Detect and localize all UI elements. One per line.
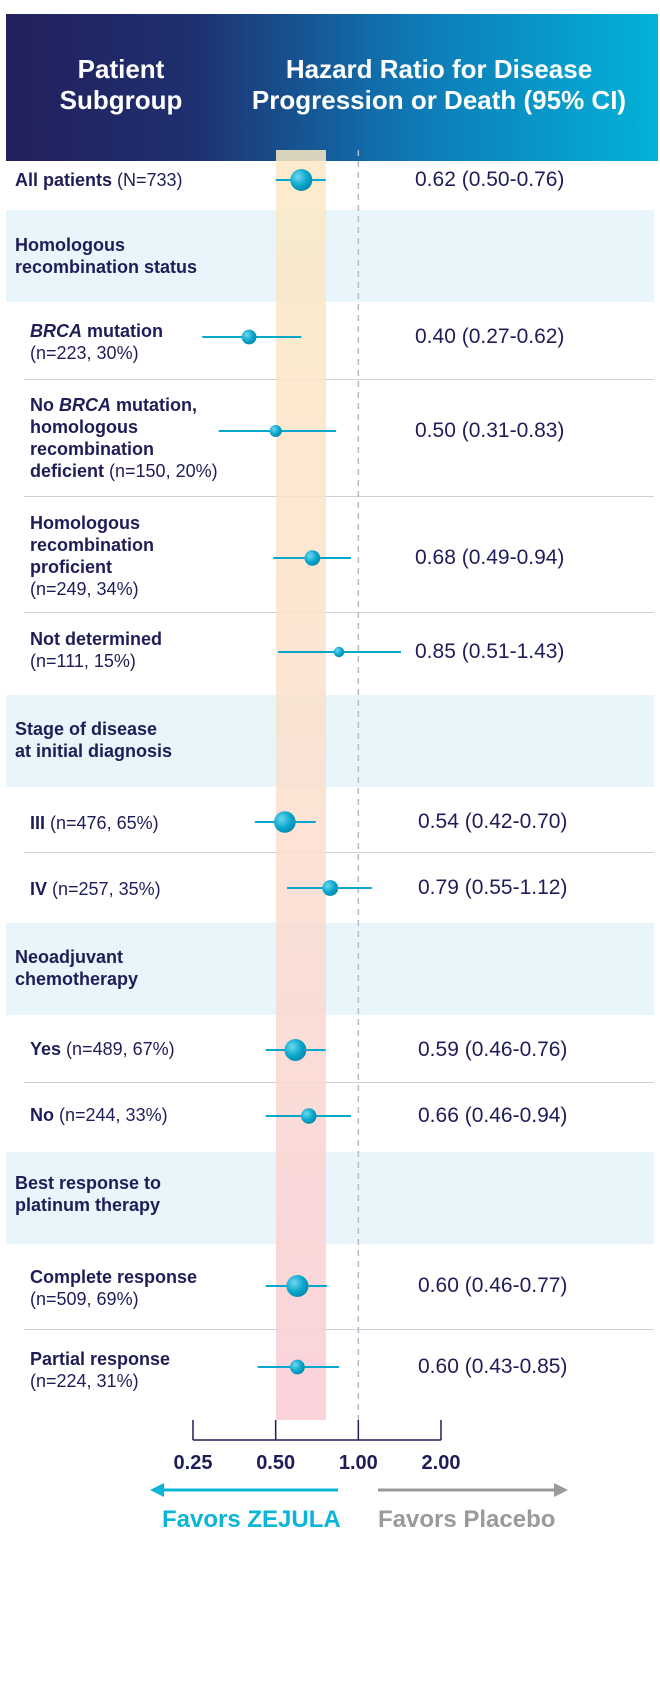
- table-header: Patient Subgroup Hazard Ratio for Diseas…: [6, 14, 658, 161]
- hazard-ratio-point: [290, 169, 313, 191]
- hazard-ratio-point: [274, 811, 296, 833]
- subgroup-name: All patients: [15, 170, 113, 190]
- subgroup-count: (n=111, 15%): [30, 651, 136, 671]
- hazard-ratio-point: [284, 1039, 307, 1061]
- group-label: Best response to platinum therapy: [15, 1173, 162, 1215]
- group-band: [6, 695, 654, 787]
- subgroup-label: No (n=244, 33%): [30, 1104, 250, 1126]
- favors-placebo-label: Favors Placebo: [378, 1506, 556, 1533]
- hazard-ratio-value: 0.79 (0.55-1.12): [418, 876, 568, 899]
- subgroup-count: (n=489, 67%): [61, 1039, 175, 1059]
- subgroup-name: IV: [30, 879, 48, 899]
- group-band: [6, 1152, 654, 1244]
- hazard-ratio-point: [304, 550, 321, 566]
- hazard-ratio-value: 0.54 (0.42-0.70): [418, 810, 568, 833]
- header-patient-subgroup: Patient Subgroup: [59, 54, 183, 115]
- row-divider: [24, 612, 654, 613]
- subgroup-name: Yes: [30, 1039, 62, 1059]
- subgroup-name: Homologous recombination proficient: [30, 513, 155, 577]
- row-divider: [24, 852, 654, 853]
- subgroup-label: BRCA mutation (n=223, 30%): [30, 320, 250, 364]
- subgroup-label: Not determined (n=111, 15%): [30, 628, 250, 672]
- subgroup-count: (n=249, 34%): [30, 579, 139, 599]
- row-divider: [24, 496, 654, 497]
- subgroup-count: (n=150, 20%): [104, 461, 218, 481]
- hazard-ratio-point: [241, 329, 257, 345]
- subgroup-label: III (n=476, 65%): [30, 812, 250, 834]
- group-band: [6, 210, 654, 302]
- favors-zejula-label: Favors ZEJULA: [162, 1506, 341, 1533]
- hazard-ratio-value: 0.85 (0.51-1.43): [415, 640, 565, 663]
- subgroup-label: All patients (N=733): [15, 169, 235, 191]
- subgroup-name: III: [30, 813, 46, 833]
- group-label: Homologous recombination status: [15, 235, 198, 277]
- group-label: Neoadjuvant chemotherapy: [15, 947, 139, 989]
- favors-zejula-arrow: [150, 1483, 338, 1497]
- hazard-ratio-value: 0.60 (0.43-0.85): [418, 1355, 568, 1378]
- subgroup-label: Homologous recombination proficient (n=24…: [30, 512, 250, 600]
- subgroup-name: Complete response: [30, 1267, 198, 1287]
- x-tick-label: 0.25: [173, 1452, 213, 1474]
- row-divider: [24, 1082, 654, 1083]
- x-tick-label: 0.50: [256, 1452, 296, 1474]
- subgroup-count: (n=244, 33%): [54, 1105, 168, 1125]
- hazard-ratio-point: [286, 1275, 309, 1297]
- hazard-ratio-value: 0.50 (0.31-0.83): [415, 419, 565, 442]
- subgroup-label: No BRCA mutation, homologous recombinati…: [30, 394, 250, 482]
- subgroup-count: (n=224, 31%): [30, 1371, 139, 1391]
- subgroup-count: (n=476, 65%): [45, 813, 159, 833]
- subgroup-count: (n=509, 69%): [30, 1289, 139, 1309]
- subgroup-name: No: [30, 1105, 54, 1125]
- subgroup-name: Partial response: [30, 1349, 171, 1369]
- favors-placebo-arrow: [378, 1483, 568, 1497]
- subgroup-name-rest: mutation: [82, 321, 163, 341]
- hazard-ratio-point: [301, 1108, 317, 1124]
- hazard-ratio-value: 0.40 (0.27-0.62): [415, 325, 565, 348]
- row-divider: [24, 1329, 654, 1330]
- subgroup-label: Yes (n=489, 67%): [30, 1038, 250, 1060]
- subgroup-name: Not determined: [30, 629, 163, 649]
- hazard-ratio-point: [290, 1359, 305, 1375]
- subgroup-label: IV (n=257, 35%): [30, 878, 250, 900]
- overall-ci-band: [275, 150, 326, 1420]
- subgroup-count: (n=257, 35%): [47, 879, 161, 899]
- x-tick-label: 2.00: [421, 1452, 461, 1474]
- group-label: Stage of disease at initial diagnosis: [15, 719, 173, 761]
- hazard-ratio-point: [333, 646, 345, 658]
- subgroup-count: (n=223, 30%): [30, 343, 139, 363]
- hazard-ratio-value: 0.60 (0.46-0.77): [418, 1274, 568, 1297]
- hazard-ratio-point: [269, 424, 282, 438]
- group-band: [6, 923, 654, 1015]
- subgroup-name: BRCA: [30, 321, 82, 341]
- subgroup-name: No BRCA mutation, homologous recombinati…: [30, 395, 197, 481]
- hazard-ratio-value: 0.66 (0.46-0.94): [418, 1104, 568, 1127]
- hazard-ratio-value: 0.62 (0.50-0.76): [415, 168, 565, 191]
- subgroup-label: Complete response (n=509, 69%): [30, 1266, 250, 1310]
- subgroup-label: Partial response (n=224, 31%): [30, 1348, 250, 1392]
- x-tick-label: 1.00: [338, 1452, 378, 1474]
- header-hazard-ratio: Hazard Ratio for Disease Progression or …: [251, 54, 627, 115]
- hazard-ratio-value: 0.68 (0.49-0.94): [415, 546, 565, 569]
- hazard-ratio-value: 0.59 (0.46-0.76): [418, 1038, 568, 1061]
- subgroup-count: (N=733): [112, 170, 183, 190]
- row-divider: [24, 379, 654, 380]
- hazard-ratio-point: [322, 880, 339, 896]
